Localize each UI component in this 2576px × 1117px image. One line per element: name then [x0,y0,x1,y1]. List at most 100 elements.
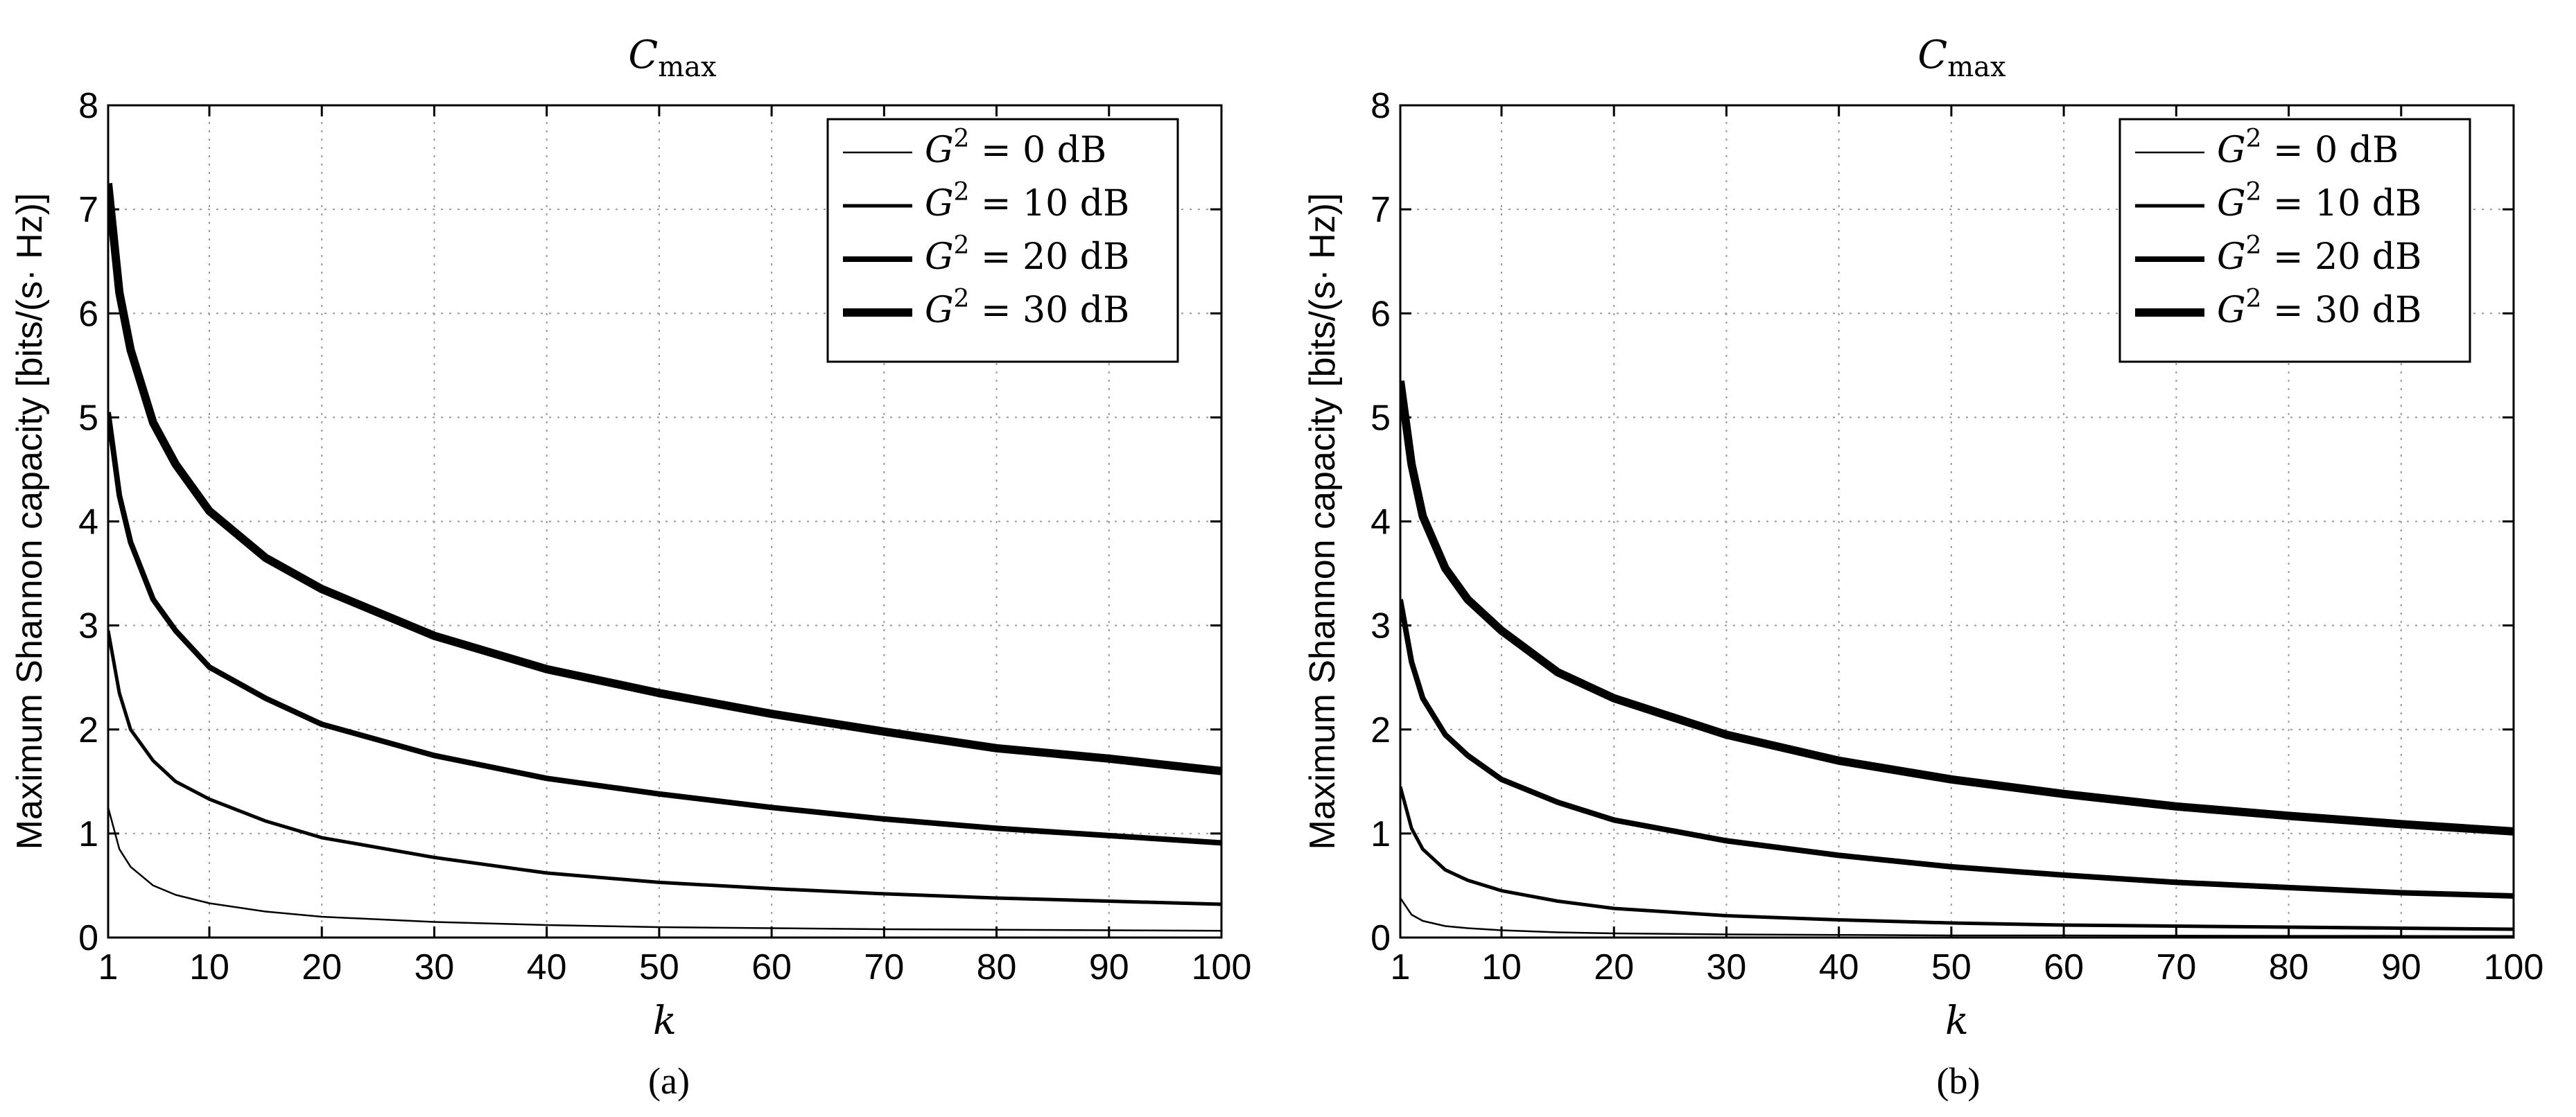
x-tick-label: 30 [1707,947,1747,987]
panel-label: (a) [648,1060,690,1102]
legend-sup: 2 [2246,285,2262,313]
legend-sup: 2 [954,125,970,153]
series-line-1 [108,630,1221,906]
legend-rest: = 30 dB [2261,290,2421,331]
legend-rest: = 20 dB [969,236,1129,278]
x-tick-label: 40 [527,947,567,987]
x-tick-label: 60 [751,947,792,987]
y-tick-label: 8 [78,86,98,126]
legend-box [826,118,1179,363]
x-tick-label: 10 [1481,947,1522,987]
y-axis-label: Maximum Shannon capacity [bits/(s· Hz)] [10,193,50,850]
title-main: C [628,33,658,78]
series-group [1400,380,2514,938]
chart-title: Cmax [628,33,717,83]
legend-var: G [925,290,954,331]
title-main: C [1917,33,1947,78]
y-tick-label: 6 [1370,294,1391,334]
grid [108,105,1221,938]
legend-rest: = 0 dB [2261,130,2399,171]
x-tick-label: 1 [1391,947,1411,987]
legend-entry: G2 = 30 dB [2217,285,2421,331]
legend-var: G [925,236,954,278]
title-sub: max [658,51,717,83]
legend-box [2118,118,2471,363]
legend-var: G [2217,183,2246,225]
y-tick-label: 3 [78,606,98,647]
y-tick-label: 3 [1370,606,1391,647]
y-tick-label: 1 [1370,814,1391,854]
legend-rest: = 0 dB [969,130,1106,171]
legend-rest: = 30 dB [969,290,1129,331]
legend-var: G [2217,236,2246,278]
x-tick-label: 60 [2044,947,2084,987]
legend-var: G [2217,290,2246,331]
legend-entry: G2 = 30 dB [925,285,1129,331]
y-tick-label: 0 [78,918,98,958]
legend-var: G [925,183,954,225]
x-tick-label: 20 [1594,947,1634,987]
legend-rest: = 10 dB [2261,183,2421,225]
x-tick-label: 70 [864,947,904,987]
x-tick-label: 80 [2269,947,2309,987]
legend-entry: G2 = 10 dB [925,178,1129,225]
series-line-3 [108,182,1221,775]
panel-label: (b) [1937,1060,1981,1102]
y-tick-label: 8 [1370,86,1391,126]
legend-sup: 2 [954,178,970,206]
legend-var: G [2217,130,2246,171]
y-tick-label: 5 [78,398,98,438]
legend-entry: G2 = 0 dB [2217,125,2399,171]
series-line-2 [1400,599,2514,899]
series-line-3 [1400,380,2514,836]
plot-frame [1399,104,2515,939]
x-tick-label: 70 [2156,947,2196,987]
y-tick-label: 2 [78,710,98,750]
y-tick-label: 1 [78,814,98,854]
x-tick-label: 50 [639,947,679,987]
series-line-0 [1400,897,2514,938]
series-line-2 [108,412,1221,846]
title-sub: max [1947,51,2006,83]
legend-entry: G2 = 20 dB [925,231,1129,278]
chart-title: Cmax [1917,33,2006,83]
x-tick-label: 20 [302,947,342,987]
series-line-0 [108,807,1221,932]
x-axis-label: k [1945,999,1969,1044]
series-line-1 [1400,786,2514,931]
legend-sup: 2 [2246,231,2262,260]
x-tick-label: 30 [415,947,455,987]
y-tick-label: 6 [78,294,98,334]
legend-sup: 2 [2246,178,2262,206]
legend-sup: 2 [2246,125,2262,153]
y-tick-label: 7 [78,190,98,230]
x-tick-label: 80 [977,947,1017,987]
y-tick-label: 2 [1370,710,1391,750]
x-axis-label: k [653,999,677,1044]
y-tick-label: 5 [1370,398,1391,438]
legend-entry: G2 = 0 dB [925,125,1106,171]
x-tick-label: 90 [1089,947,1129,987]
x-tick-label: 100 [2484,947,2544,987]
y-axis-label: Maximum Shannon capacity [bits/(s· Hz)] [1303,193,1343,850]
y-tick-label: 7 [1370,190,1391,230]
x-tick-label: 50 [1931,947,1972,987]
x-tick-label: 40 [1819,947,1859,987]
series-group [108,182,1221,932]
y-tick-label: 0 [1370,918,1391,958]
legend-rest: = 20 dB [2261,236,2421,278]
legend-entry: G2 = 10 dB [2217,178,2421,225]
x-tick-label: 100 [1192,947,1252,987]
grid [1400,105,2514,938]
plot-frame [107,104,1223,939]
y-tick-label: 4 [1370,502,1391,543]
legend-sup: 2 [954,231,970,260]
legend-rest: = 10 dB [969,183,1129,225]
x-tick-label: 90 [2381,947,2421,987]
y-tick-label: 4 [78,502,98,543]
x-tick-label: 1 [98,947,119,987]
